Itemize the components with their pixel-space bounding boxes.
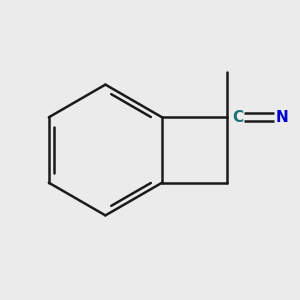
Text: N: N [275, 110, 288, 125]
Text: C: C [232, 110, 243, 125]
